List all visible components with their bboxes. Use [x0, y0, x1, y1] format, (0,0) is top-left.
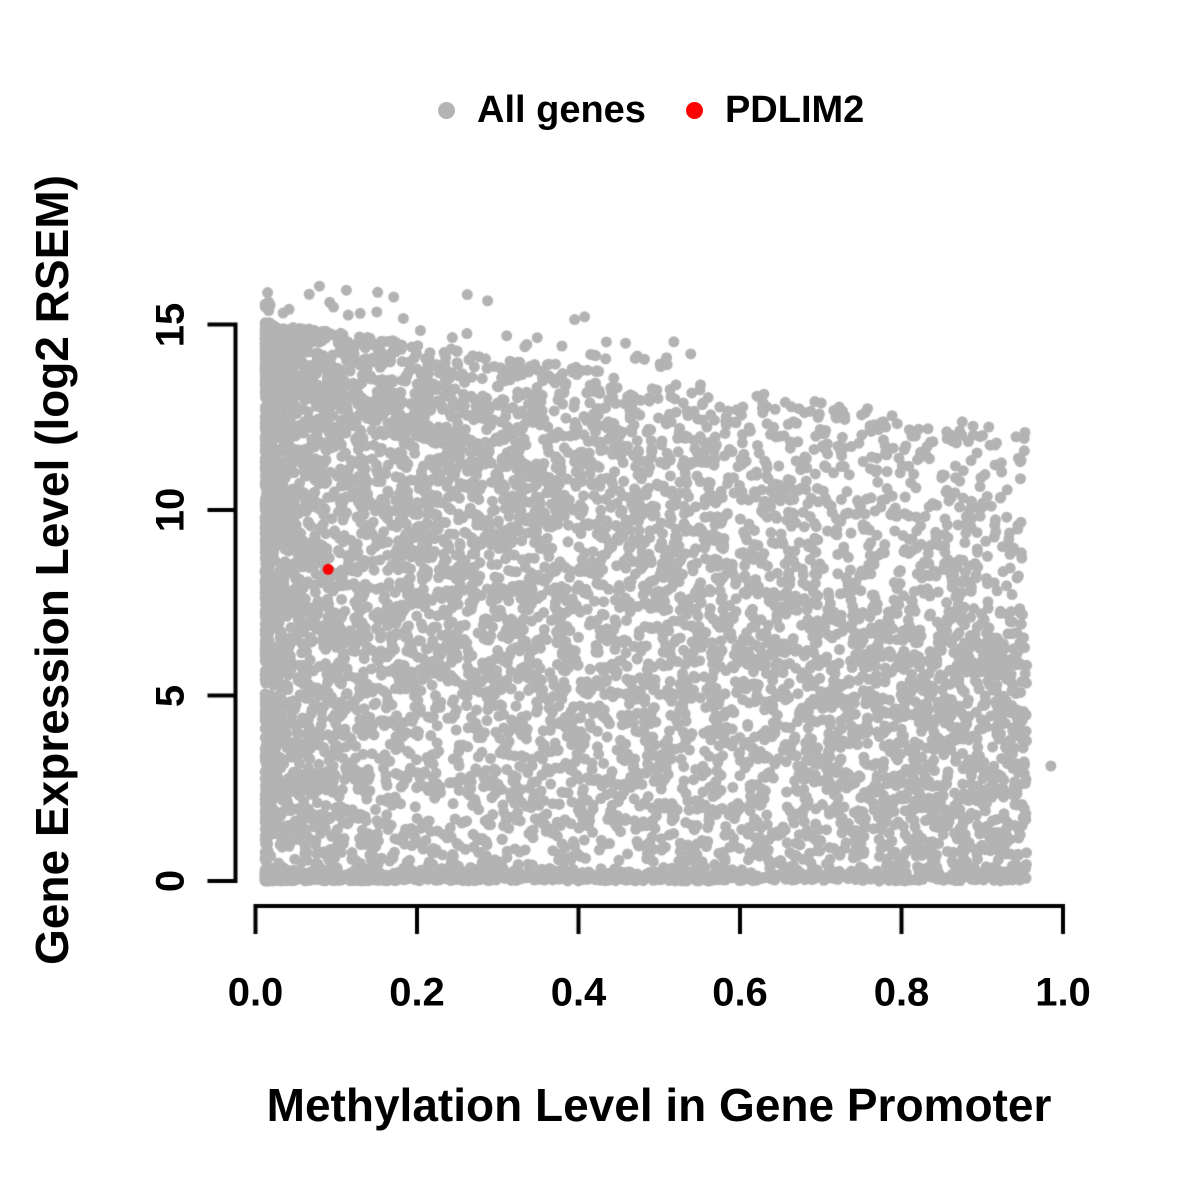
x-tick-label: 0.2 — [389, 970, 445, 1015]
y-tick-label: 15 — [148, 302, 193, 347]
x-tick-label: 0.4 — [550, 970, 607, 1015]
y-tick-label: 0 — [148, 869, 193, 893]
legend-label-all-genes: All genes — [477, 88, 646, 131]
legend-marker-all-genes-icon — [438, 101, 455, 119]
y-tick-label: 10 — [148, 487, 193, 533]
legend-label-pdlim2: PDLIM2 — [724, 88, 865, 131]
legend: All genes PDLIM2 — [438, 86, 864, 134]
x-tick-label: 0.0 — [227, 970, 284, 1015]
y-tick-label: 5 — [148, 684, 193, 707]
y-axis-title: Gene Expression Level (log2 RSEM) — [26, 175, 78, 965]
x-tick-label: 0.8 — [873, 970, 930, 1015]
x-axis-title: Methylation Level in Gene Promoter — [266, 1079, 1052, 1131]
x-tick-label: 1.0 — [1035, 970, 1091, 1015]
x-tick-label: 0.6 — [712, 970, 768, 1015]
legend-marker-pdlim2-icon — [685, 101, 703, 119]
